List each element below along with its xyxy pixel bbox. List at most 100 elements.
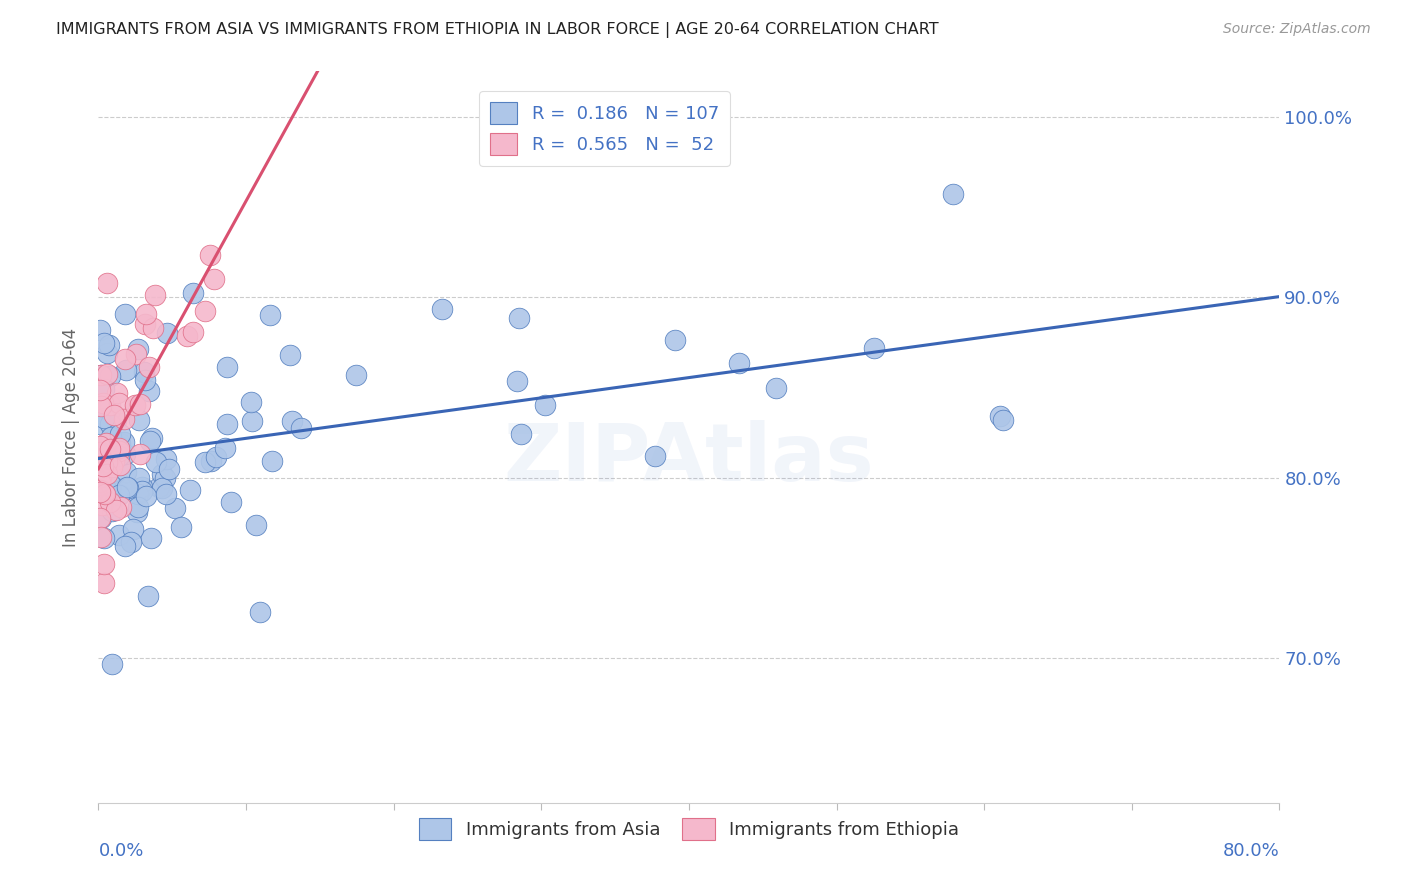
Text: ZIPAtlas: ZIPAtlas: [503, 420, 875, 498]
Point: [91, 458, 114, 473]
Point: [990, 409, 1012, 423]
Point: [346, 368, 368, 382]
Point: [664, 333, 686, 347]
Text: 0.0%: 0.0%: [98, 842, 143, 860]
Point: [89, 473, 111, 487]
Point: [432, 302, 454, 317]
Point: [96, 368, 118, 382]
Point: [138, 384, 160, 399]
Point: [143, 287, 166, 301]
Point: [103, 408, 125, 422]
Point: [122, 522, 145, 536]
Point: [97, 338, 120, 352]
Point: [110, 500, 132, 515]
Point: [115, 363, 138, 377]
Point: [728, 356, 751, 370]
Point: [98, 417, 121, 431]
Point: [115, 465, 138, 479]
Point: [114, 352, 136, 367]
Point: [131, 480, 153, 494]
Point: [108, 487, 131, 501]
Point: [89, 323, 111, 337]
Point: [93, 531, 115, 545]
Point: [198, 248, 221, 262]
Point: [98, 398, 121, 412]
Point: [129, 396, 152, 410]
Text: IMMIGRANTS FROM ASIA VS IMMIGRANTS FROM ETHIOPIA IN LABOR FORCE | AGE 20-64 CORR: IMMIGRANTS FROM ASIA VS IMMIGRANTS FROM …: [56, 22, 939, 38]
Point: [103, 442, 125, 456]
Point: [91, 395, 114, 409]
Point: [156, 326, 179, 341]
Point: [157, 462, 180, 476]
Point: [135, 307, 157, 321]
Point: [90, 470, 112, 484]
Point: [93, 410, 115, 425]
Point: [89, 383, 111, 397]
Point: [217, 417, 239, 432]
Point: [181, 326, 204, 340]
Point: [176, 329, 198, 343]
Point: [115, 480, 138, 494]
Point: [94, 487, 117, 501]
Point: [259, 309, 281, 323]
Point: [90, 368, 112, 382]
Point: [94, 451, 117, 466]
Point: [100, 459, 122, 474]
Point: [214, 441, 236, 455]
Point: [155, 470, 177, 484]
Point: [534, 398, 557, 412]
Point: [127, 505, 149, 519]
Point: [194, 304, 217, 318]
Point: [89, 483, 111, 497]
Point: [89, 485, 111, 500]
Point: [141, 321, 163, 335]
Point: [942, 187, 965, 202]
Point: [89, 511, 111, 525]
Point: [89, 452, 111, 467]
Point: [510, 427, 533, 442]
Point: [135, 489, 157, 503]
Point: [136, 589, 159, 603]
Point: [508, 311, 530, 326]
Point: [91, 499, 114, 513]
Point: [105, 438, 128, 452]
Point: [98, 482, 121, 496]
Point: [90, 530, 112, 544]
Point: [96, 459, 118, 474]
Point: [93, 576, 115, 591]
Point: [138, 359, 160, 374]
Point: [98, 442, 121, 456]
Point: [127, 500, 149, 514]
Point: [194, 455, 217, 469]
Point: [112, 481, 135, 495]
Point: [179, 483, 201, 497]
Point: [124, 346, 146, 360]
Point: [127, 487, 149, 501]
Point: [107, 396, 129, 410]
Point: [181, 285, 204, 300]
Point: [98, 402, 121, 417]
Point: [105, 386, 128, 401]
Point: [97, 438, 120, 452]
Point: [96, 277, 118, 291]
Point: [120, 534, 142, 549]
Point: [93, 485, 115, 500]
Y-axis label: In Labor Force | Age 20-64: In Labor Force | Age 20-64: [62, 327, 80, 547]
Point: [114, 539, 136, 553]
Point: [131, 483, 153, 498]
Point: [105, 412, 128, 426]
Point: [129, 447, 152, 461]
Point: [139, 434, 162, 448]
Point: [204, 450, 226, 465]
Point: [506, 375, 529, 389]
Point: [141, 431, 163, 445]
Point: [93, 558, 115, 572]
Point: [108, 443, 131, 458]
Point: [107, 528, 129, 542]
Point: [103, 447, 125, 461]
Point: [105, 502, 128, 516]
Point: [89, 451, 111, 466]
Point: [103, 454, 125, 468]
Point: [148, 480, 170, 494]
Legend: Immigrants from Asia, Immigrants from Ethiopia: Immigrants from Asia, Immigrants from Et…: [411, 808, 967, 848]
